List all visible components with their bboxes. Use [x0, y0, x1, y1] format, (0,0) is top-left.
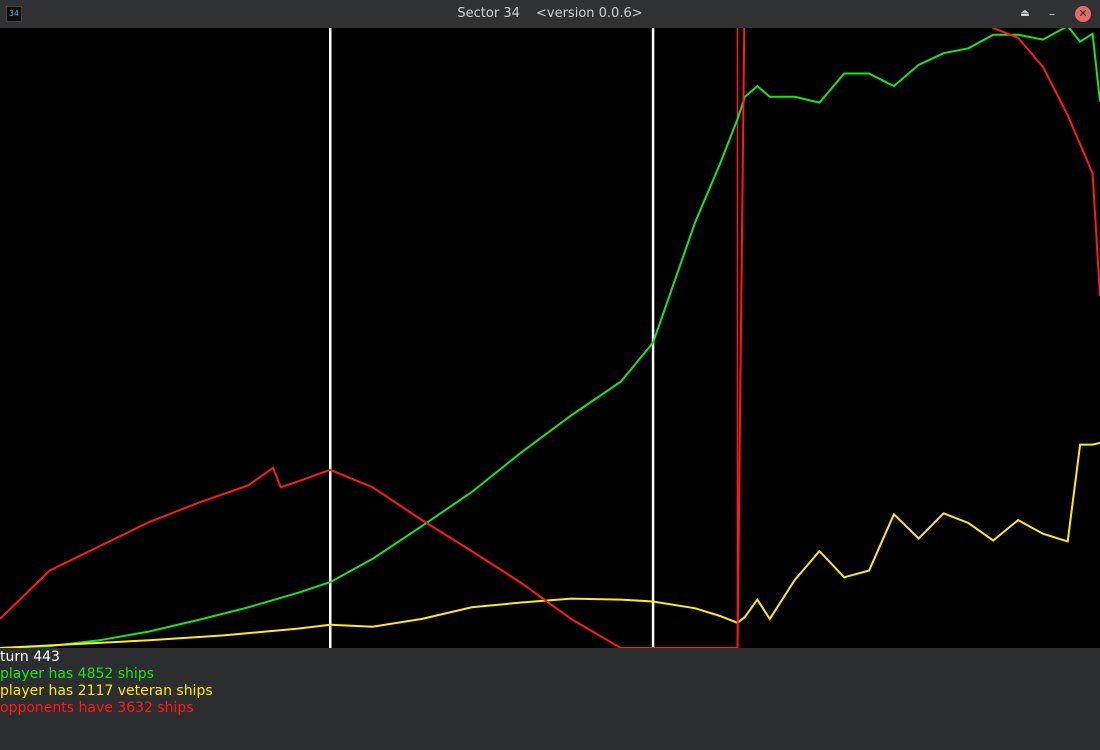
opponent-ships-count: opponents have 3632 ships: [0, 700, 194, 716]
minimize-icon[interactable]: –: [1049, 7, 1055, 21]
player-series-line: [0, 28, 1100, 648]
opponents-series-line: [0, 28, 1100, 648]
title-bar: 34 Sector 34 <version 0.0.6> ⏏ – ✕: [0, 0, 1100, 29]
shade-icon[interactable]: ⏏: [1020, 8, 1030, 19]
player-ships-count: player has 4852 ships: [0, 666, 154, 682]
app-icon: 34: [6, 6, 22, 22]
ships-history-plot: [0, 28, 1100, 648]
window-title-version: <version 0.0.6>: [536, 6, 643, 21]
window-title-name: Sector 34: [457, 6, 520, 21]
turn-counter: turn 443: [0, 649, 60, 665]
close-icon[interactable]: ✕: [1075, 6, 1091, 22]
ships-history-chart: [0, 28, 1100, 648]
status-panel: turn 443 player has 4852 ships player ha…: [0, 648, 1100, 750]
window-title: Sector 34 <version 0.0.6>: [0, 0, 1100, 28]
veteran-series-line: [0, 441, 1100, 648]
veteran-ships-count: player has 2117 veteran ships: [0, 683, 213, 699]
